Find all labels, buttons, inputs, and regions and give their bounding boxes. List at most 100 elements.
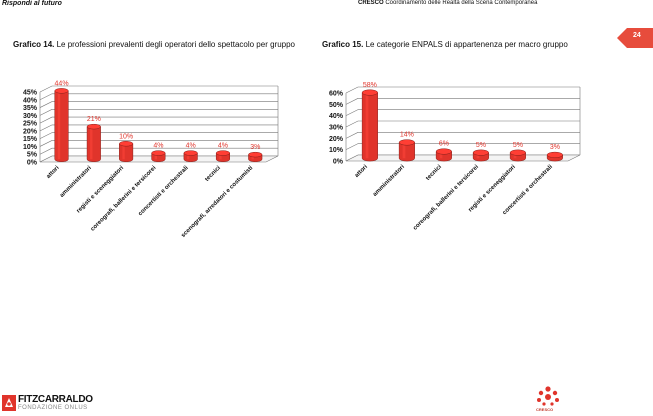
bar-body xyxy=(361,92,378,162)
fitzcarraldo-logo-icon xyxy=(2,395,16,411)
page-number-tab xyxy=(617,28,653,48)
page-number: 24 xyxy=(633,32,641,39)
bar xyxy=(151,150,166,162)
gridline xyxy=(39,101,278,108)
bar-highlight xyxy=(90,126,93,160)
y-tick-label: 30% xyxy=(23,113,38,120)
bar-highlight xyxy=(57,90,61,160)
data-label: 5% xyxy=(513,142,523,149)
bar-top xyxy=(86,123,101,130)
data-label: 3% xyxy=(250,144,260,151)
bar-top xyxy=(119,141,134,147)
bar-highlight xyxy=(122,143,125,160)
y-tick-label: 40% xyxy=(23,97,38,104)
bar-top xyxy=(248,151,263,158)
data-label: 6% xyxy=(439,141,449,148)
y-tick-label: 10% xyxy=(329,147,344,154)
data-label: 4% xyxy=(186,143,196,150)
bar-top xyxy=(398,139,415,146)
bar xyxy=(183,150,198,162)
category-label: attori xyxy=(354,164,369,179)
chart-15-title: Grafico 15. Le categorie ENPALS di appar… xyxy=(322,40,622,50)
bar-top xyxy=(215,150,231,156)
gridline xyxy=(39,147,278,155)
bar-highlight xyxy=(219,153,222,160)
bar-top xyxy=(435,148,452,155)
y-tick-label: 25% xyxy=(23,121,38,128)
cresco-logo-label: CRESCO xyxy=(536,407,554,412)
gridline xyxy=(345,109,580,116)
data-label: 14% xyxy=(400,132,414,139)
y-tick-label: 60% xyxy=(329,91,344,98)
bar-highlight xyxy=(186,153,190,160)
category-label: tecnici xyxy=(425,164,443,182)
gridline xyxy=(39,116,278,124)
category-label: coreografi, ballerini e tersicorei xyxy=(412,164,480,232)
data-label: 4% xyxy=(218,143,228,150)
bar xyxy=(86,123,101,162)
y-tick-label: 5% xyxy=(27,152,38,159)
gridline xyxy=(39,124,278,132)
data-label: 4% xyxy=(153,143,163,150)
data-label: 44% xyxy=(55,80,69,87)
y-tick-label: 35% xyxy=(23,105,38,112)
data-label: 21% xyxy=(87,116,101,123)
y-tick-label: 0% xyxy=(333,159,344,166)
chart-floor xyxy=(345,154,581,162)
cresco-logo-icon xyxy=(537,386,559,406)
data-label: 10% xyxy=(119,133,133,140)
gridline xyxy=(345,143,580,150)
bar xyxy=(54,88,69,162)
footer-foundation-name: FITZCARRALDO xyxy=(18,394,93,405)
gridline xyxy=(345,86,580,94)
chart-15-title-text: Le categorie ENPALS di appartenenza per … xyxy=(365,40,568,49)
chart-14-title-number: Grafico 14. xyxy=(13,40,55,49)
gridline xyxy=(39,132,278,139)
bar xyxy=(248,151,263,162)
y-tick-label: 15% xyxy=(23,136,38,143)
bar-top xyxy=(151,150,166,156)
y-tick-label: 20% xyxy=(329,136,344,143)
bar-top xyxy=(546,151,563,158)
category-label: amministratori xyxy=(372,164,406,198)
gridline xyxy=(345,120,580,128)
data-label: 58% xyxy=(363,82,377,89)
bar xyxy=(361,89,378,162)
data-label: 5% xyxy=(476,142,486,149)
bar-top xyxy=(54,88,69,94)
bar-top xyxy=(183,150,198,156)
y-tick-label: 20% xyxy=(23,128,38,135)
bar-highlight xyxy=(154,153,158,160)
y-tick-label: 10% xyxy=(23,144,38,151)
bar xyxy=(398,139,415,162)
header-left-title: Rispondi al futuro xyxy=(2,0,62,7)
y-tick-label: 30% xyxy=(329,125,344,132)
bar-top xyxy=(472,149,489,156)
bar xyxy=(472,149,489,162)
y-tick-label: 45% xyxy=(23,90,38,97)
bar xyxy=(215,150,231,162)
gridline xyxy=(345,98,580,105)
y-tick-label: 50% xyxy=(329,102,344,109)
bar-highlight xyxy=(439,151,443,159)
gridline xyxy=(39,140,278,147)
y-tick-label: 0% xyxy=(27,160,38,167)
gridline xyxy=(39,109,278,116)
bar-highlight xyxy=(365,92,369,159)
header-brand: CRESCO xyxy=(358,0,384,6)
header-brand-description: Coordinamento delle Realtà della Scena C… xyxy=(385,0,538,6)
gridline xyxy=(39,85,278,93)
bar xyxy=(509,149,526,162)
footer-foundation-subtitle: FONDAZIONE ONLUS xyxy=(18,405,88,411)
header-right-title: CRESCO Coordinamento delle Realtà della … xyxy=(358,0,537,6)
chart-15-title-number: Grafico 15. xyxy=(322,40,364,49)
bar-top xyxy=(509,149,526,156)
chart-14-title-text: Le professioni prevalenti degli operator… xyxy=(56,40,295,49)
bar xyxy=(119,141,134,162)
bar xyxy=(546,151,563,162)
bar xyxy=(435,148,452,162)
bar-highlight xyxy=(402,142,406,159)
gridline xyxy=(345,132,580,139)
